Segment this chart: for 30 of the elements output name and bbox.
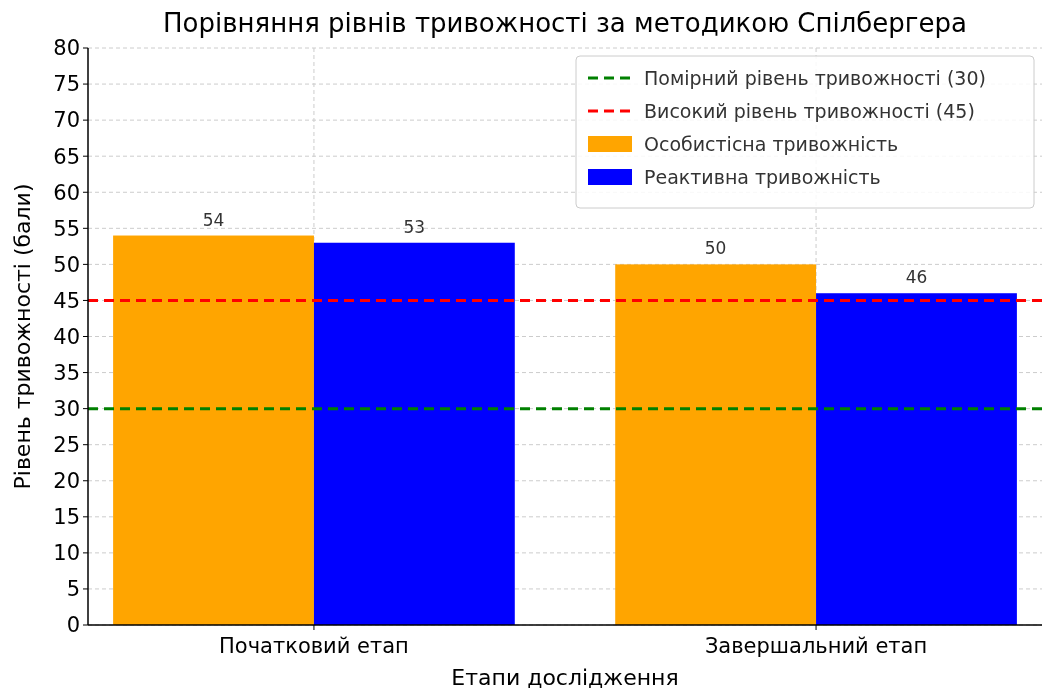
y-axis-title: Рівень тривожності (бали) <box>10 183 35 490</box>
y-tick-label: 70 <box>53 108 80 133</box>
y-tick-label: 35 <box>53 360 80 385</box>
y-tick-label: 40 <box>53 324 80 349</box>
data-label: 46 <box>905 267 928 288</box>
y-tick-label: 65 <box>53 144 80 169</box>
x-tick-label: Завершальний етап <box>704 634 928 658</box>
data-label: 54 <box>202 209 225 230</box>
x-axis-title: Етапи дослідження <box>451 665 679 690</box>
y-tick-label: 0 <box>66 613 80 638</box>
y-tick-label: 55 <box>53 216 80 241</box>
y-tick-label: 10 <box>53 541 80 566</box>
data-label: 53 <box>403 216 426 237</box>
y-tick-label: 15 <box>53 505 80 530</box>
y-tick-label: 25 <box>53 433 80 458</box>
x-tick-label: Початковий етап <box>219 634 409 658</box>
chart-title: Порівняння рівнів тривожності за методикою Спілбергера <box>163 8 967 38</box>
y-tick-label: 30 <box>53 396 80 421</box>
legend-label: Особистісна тривожність <box>644 132 899 155</box>
legend-label: Реактивна тривожність <box>644 165 881 188</box>
y-tick-label: 80 <box>53 36 80 61</box>
y-tick-label: 5 <box>66 577 80 602</box>
y-tick-label: 75 <box>53 72 80 97</box>
data-label: 50 <box>704 238 727 259</box>
y-tick-label: 50 <box>53 252 80 277</box>
y-tick-label: 45 <box>53 288 80 313</box>
y-tick-label: 20 <box>53 469 80 494</box>
y-tick-label: 60 <box>53 180 80 205</box>
legend-label: Високий рівень тривожності (45) <box>644 99 975 122</box>
legend-label: Помірний рівень тривожності (30) <box>644 66 986 89</box>
